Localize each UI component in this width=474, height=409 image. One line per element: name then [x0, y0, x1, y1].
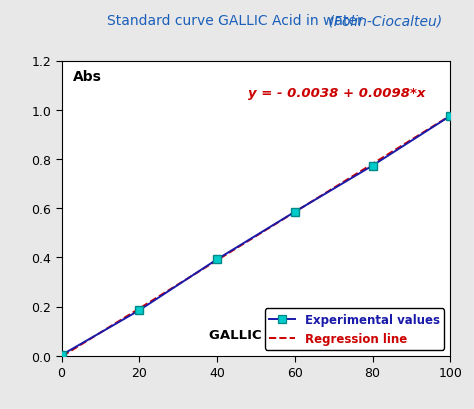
Legend: Experimental values, Regression line: Experimental values, Regression line — [264, 309, 445, 350]
Text: (Folin-Ciocalteu): (Folin-Ciocalteu) — [31, 14, 443, 28]
Text: Abs: Abs — [73, 70, 102, 84]
Text: y = - 0.0038 + 0.0098*x: y = - 0.0038 + 0.0098*x — [248, 86, 426, 99]
Text: GALLIC Acid  mg/kg: GALLIC Acid mg/kg — [210, 328, 355, 341]
Text: Standard curve GALLIC Acid in water: Standard curve GALLIC Acid in water — [107, 14, 367, 28]
